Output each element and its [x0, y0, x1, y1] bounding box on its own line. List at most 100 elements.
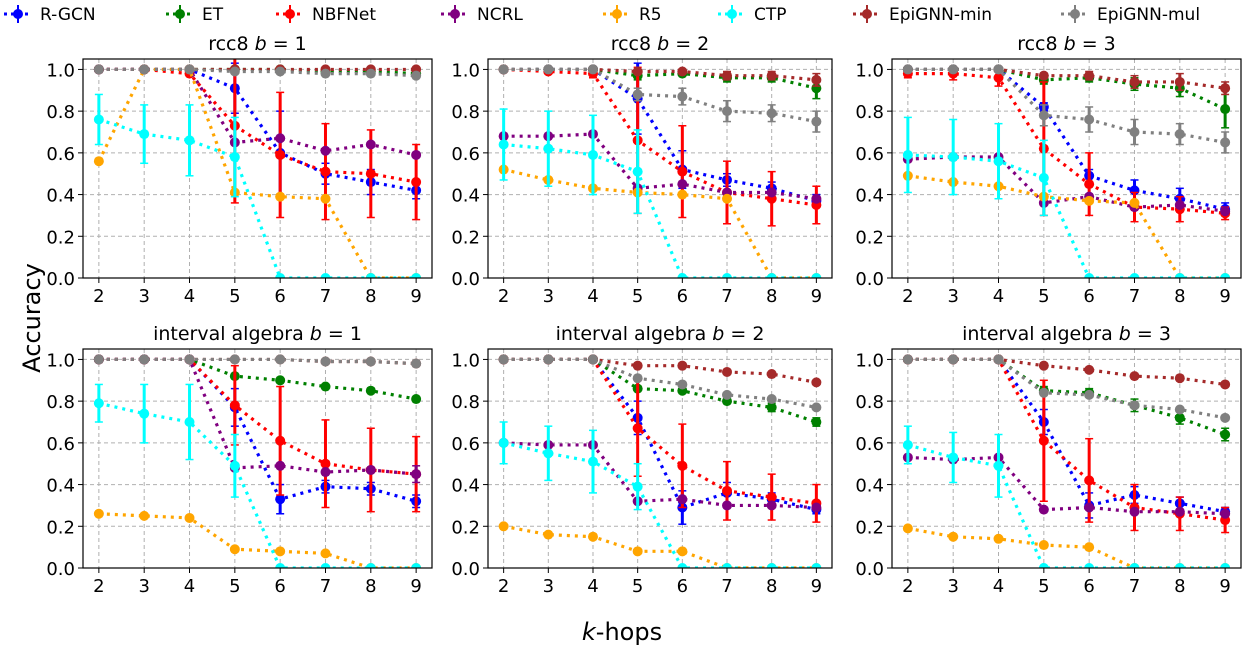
- data-point: [1129, 76, 1140, 87]
- data-point: [543, 448, 554, 459]
- data-point: [1129, 506, 1140, 517]
- y-tick-label: 0.8: [855, 102, 884, 123]
- x-tick-label: 2: [93, 576, 104, 597]
- data-point: [320, 68, 331, 79]
- data-point: [1084, 475, 1095, 486]
- x-tick-label: 4: [587, 576, 598, 597]
- data-point: [902, 64, 913, 75]
- data-point: [320, 381, 331, 392]
- series-line: [98, 67, 417, 78]
- subplot-title-suffix: = 2: [724, 323, 764, 345]
- data-point: [1038, 387, 1049, 398]
- data-point: [766, 492, 777, 503]
- series-line: [98, 357, 417, 401]
- x-tick-label: 2: [93, 286, 104, 307]
- x-tick-label: 6: [1083, 286, 1094, 307]
- series-line: [503, 357, 817, 505]
- data-point: [677, 66, 688, 77]
- data-point: [1174, 129, 1185, 140]
- data-point: [766, 187, 777, 198]
- series-line: [907, 357, 1226, 437]
- data-point: [1220, 206, 1231, 217]
- x-axis-label-rest: -hops: [596, 618, 662, 646]
- x-tick-label: 6: [274, 576, 285, 597]
- series-line: [98, 357, 417, 503]
- data-point: [275, 149, 286, 160]
- data-point: [587, 354, 598, 365]
- data-point: [365, 464, 376, 475]
- data-point: [677, 563, 688, 568]
- data-point: [948, 152, 959, 163]
- plot-area: [498, 62, 822, 278]
- legend-item-r5: R5: [603, 5, 662, 25]
- data-point: [1084, 273, 1095, 278]
- data-point: [411, 563, 422, 568]
- data-point: [365, 356, 376, 367]
- x-tick-label: 4: [993, 286, 1004, 307]
- series-line: [907, 357, 1226, 522]
- data-point: [1129, 197, 1140, 208]
- subplot-title: interval algebra b = 2: [556, 323, 765, 345]
- legend-marker: [13, 9, 23, 19]
- x-tick-label: 9: [1219, 576, 1230, 597]
- data-point: [1084, 195, 1095, 206]
- legend-marker: [612, 9, 622, 19]
- x-tick-label: 5: [632, 576, 643, 597]
- data-point: [1084, 563, 1095, 568]
- x-tick-label: 7: [320, 576, 331, 597]
- x-tick-label: 5: [1038, 576, 1049, 597]
- data-point: [365, 563, 376, 568]
- subplot-title-prefix: interval algebra: [153, 323, 310, 345]
- y-tick-label: 0.0: [46, 559, 75, 580]
- series-ctp: [902, 425, 1231, 568]
- subplot-6: interval algebra b = 3 2 3 4 5 6 7 8 9 0.0 0.2 0.4 0…: [855, 323, 1242, 597]
- data-point: [275, 546, 286, 557]
- data-point: [1038, 540, 1049, 551]
- data-point: [1220, 83, 1231, 94]
- series-ctp: [498, 108, 822, 278]
- data-point: [1220, 429, 1231, 440]
- data-point: [902, 523, 913, 534]
- data-point: [93, 64, 104, 75]
- legend-item-epignn-min: EpiGNN-min: [853, 5, 992, 25]
- y-tick-label: 0.2: [451, 227, 480, 248]
- series-epignn-mul: [902, 354, 1231, 423]
- data-point: [411, 177, 422, 188]
- data-point: [677, 179, 688, 190]
- data-point: [632, 546, 643, 557]
- plot-area: [902, 64, 1231, 278]
- subplots: rcc8 b = 12 3 4 5 6 7 8 90.00.20.40.60.81.0rcc8…: [46, 33, 1242, 597]
- data-point: [498, 521, 509, 532]
- data-point: [632, 481, 643, 492]
- subplot-title-suffix: = 3: [1131, 323, 1171, 345]
- legend-marker: [450, 9, 460, 19]
- data-point: [365, 168, 376, 179]
- data-point: [677, 166, 688, 177]
- legend-marker: [1070, 9, 1080, 19]
- y-axis-label: Accuracy: [18, 263, 46, 373]
- series-et: [902, 354, 1231, 442]
- data-point: [1038, 563, 1049, 568]
- data-point: [320, 548, 331, 559]
- data-point: [320, 356, 331, 367]
- y-tick-label: 1.0: [46, 350, 75, 371]
- data-point: [902, 149, 913, 160]
- data-point: [587, 456, 598, 467]
- data-point: [766, 394, 777, 405]
- data-point: [1084, 114, 1095, 125]
- data-point: [275, 191, 286, 202]
- data-point: [411, 358, 422, 369]
- data-point: [632, 89, 643, 100]
- data-point: [677, 379, 688, 390]
- data-point: [587, 64, 598, 75]
- data-point: [993, 354, 1004, 365]
- data-point: [229, 152, 240, 163]
- y-tick-label: 0.6: [855, 144, 884, 165]
- y-tick-label: 0.0: [451, 269, 480, 290]
- data-point: [722, 70, 733, 81]
- x-tick-label: 5: [1038, 286, 1049, 307]
- subplot-1: rcc8 b = 1 2 3 4 5 6 7 8 9 0.0 0.2 0.4 0.6 0.8 1.0: [46, 33, 433, 307]
- data-point: [1174, 506, 1185, 517]
- legend-item-et: ET: [166, 5, 224, 25]
- series-line: [98, 67, 417, 192]
